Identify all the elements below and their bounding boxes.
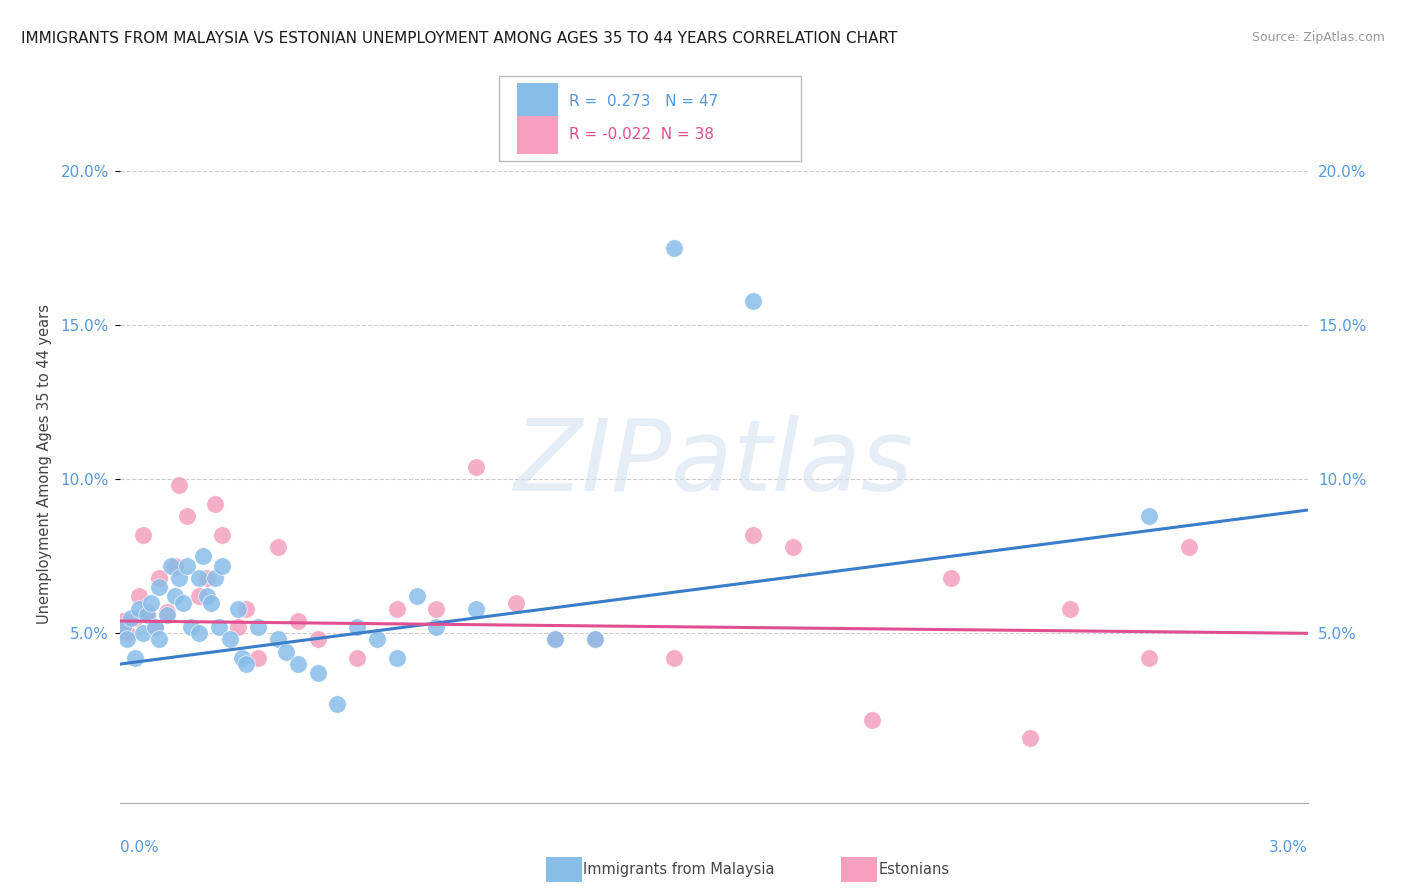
Point xyxy=(163,558,186,573)
Point xyxy=(505,595,527,609)
Point xyxy=(120,611,142,625)
Point xyxy=(1137,509,1160,524)
Point xyxy=(136,605,159,619)
Point xyxy=(860,713,883,727)
Point xyxy=(425,620,447,634)
Point xyxy=(128,590,150,604)
Point xyxy=(941,571,963,585)
Point xyxy=(167,478,190,492)
Text: Source: ZipAtlas.com: Source: ZipAtlas.com xyxy=(1251,31,1385,45)
Point xyxy=(385,601,408,615)
Text: 0.0%: 0.0% xyxy=(120,839,159,855)
Point xyxy=(267,540,290,554)
Point xyxy=(742,293,765,308)
Point xyxy=(148,571,170,585)
Point xyxy=(176,558,198,573)
Point xyxy=(326,697,349,711)
Point xyxy=(187,590,209,604)
Point xyxy=(544,632,567,647)
Point xyxy=(143,620,166,634)
Point xyxy=(117,626,139,640)
Point xyxy=(231,651,253,665)
Point xyxy=(132,626,155,640)
Point xyxy=(385,651,408,665)
Point xyxy=(191,549,214,564)
Point xyxy=(172,595,194,609)
Point xyxy=(247,620,270,634)
Text: Estonians: Estonians xyxy=(879,863,950,877)
Point xyxy=(247,651,270,665)
Point xyxy=(583,632,606,647)
Point xyxy=(195,571,218,585)
Point xyxy=(235,657,257,672)
Point xyxy=(544,632,567,647)
Point xyxy=(124,651,146,665)
Point xyxy=(583,632,606,647)
Point xyxy=(1178,540,1201,554)
Point xyxy=(156,605,179,619)
Point xyxy=(267,632,290,647)
Point xyxy=(211,558,233,573)
Point xyxy=(662,651,685,665)
Point xyxy=(195,590,218,604)
Point xyxy=(405,590,427,604)
Point xyxy=(200,595,222,609)
Point xyxy=(464,459,488,474)
Text: R = -0.022  N = 38: R = -0.022 N = 38 xyxy=(569,128,714,143)
Point xyxy=(148,580,170,594)
Point xyxy=(204,571,226,585)
Point xyxy=(128,601,150,615)
Point xyxy=(228,620,250,634)
Point xyxy=(1019,731,1042,745)
Point xyxy=(662,241,685,255)
Point xyxy=(366,632,388,647)
Point xyxy=(148,632,170,647)
Point xyxy=(187,626,209,640)
Text: ZIPatlas: ZIPatlas xyxy=(513,416,914,512)
Point xyxy=(187,571,209,585)
Point xyxy=(1137,651,1160,665)
Point xyxy=(112,614,135,628)
Point xyxy=(228,601,250,615)
Point xyxy=(742,527,765,541)
Point xyxy=(207,620,229,634)
Point xyxy=(112,620,135,634)
Point xyxy=(307,666,329,681)
Text: IMMIGRANTS FROM MALAYSIA VS ESTONIAN UNEMPLOYMENT AMONG AGES 35 TO 44 YEARS CORR: IMMIGRANTS FROM MALAYSIA VS ESTONIAN UNE… xyxy=(21,31,897,46)
Text: R =  0.273   N = 47: R = 0.273 N = 47 xyxy=(569,94,718,109)
Point xyxy=(346,620,368,634)
Point xyxy=(117,632,139,647)
Point xyxy=(1059,601,1081,615)
Point xyxy=(782,540,804,554)
Point xyxy=(274,645,297,659)
Text: 3.0%: 3.0% xyxy=(1268,839,1308,855)
Point xyxy=(163,590,186,604)
Point xyxy=(287,614,309,628)
Point xyxy=(464,601,488,615)
Point xyxy=(287,657,309,672)
Point xyxy=(219,632,242,647)
Point xyxy=(167,571,190,585)
Point xyxy=(124,611,146,625)
Point xyxy=(235,601,257,615)
Point xyxy=(132,527,155,541)
Point xyxy=(425,601,447,615)
Text: Immigrants from Malaysia: Immigrants from Malaysia xyxy=(583,863,775,877)
Point xyxy=(204,497,226,511)
Y-axis label: Unemployment Among Ages 35 to 44 years: Unemployment Among Ages 35 to 44 years xyxy=(38,304,52,624)
Point xyxy=(346,651,368,665)
Point xyxy=(160,558,183,573)
Point xyxy=(180,620,202,634)
Point xyxy=(141,595,163,609)
Point xyxy=(211,527,233,541)
Point xyxy=(156,607,179,622)
Point xyxy=(307,632,329,647)
Point xyxy=(143,620,166,634)
Point xyxy=(136,607,159,622)
Point xyxy=(176,509,198,524)
